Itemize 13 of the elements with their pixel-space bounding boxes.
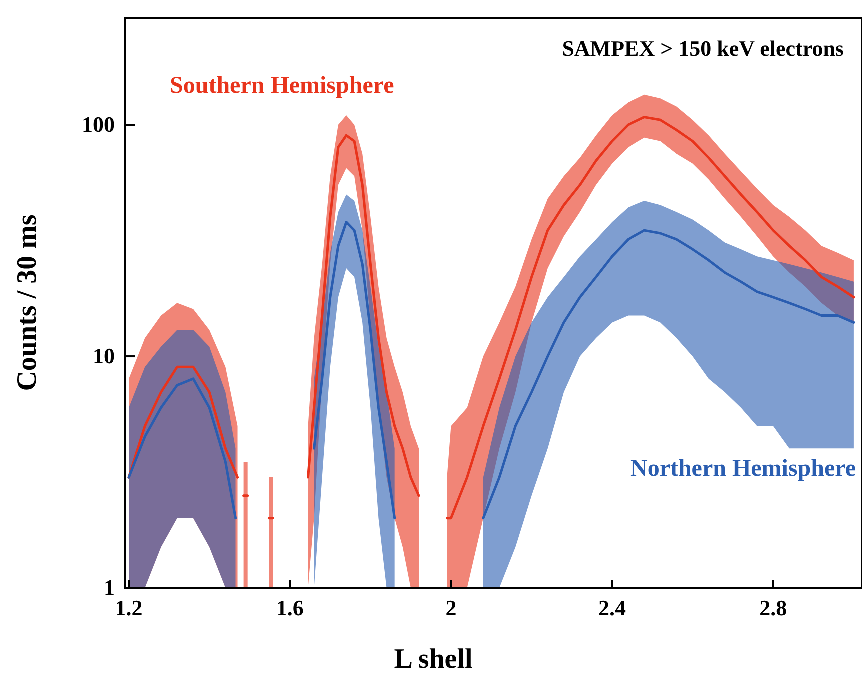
x-tick-label: 2.4 <box>598 596 626 621</box>
x-axis-title: L shell <box>394 644 474 673</box>
y-tick-label: 100 <box>82 112 115 138</box>
x-tick-label: 2.8 <box>760 596 788 621</box>
x-tick-label: 2 <box>446 596 457 621</box>
y-tick-label: 1 <box>104 575 115 600</box>
x-tick-label: 1.2 <box>115 596 143 621</box>
text: Southern Hemisphere <box>170 73 395 99</box>
text: Northern Hemisphere <box>630 456 856 482</box>
y-tick-label: 10 <box>93 344 115 369</box>
text: SAMPEX > 150 keV electrons <box>562 36 844 61</box>
y-axis-title: Counts / 30 ms <box>12 214 43 392</box>
x-tick-label: 1.6 <box>276 596 304 621</box>
